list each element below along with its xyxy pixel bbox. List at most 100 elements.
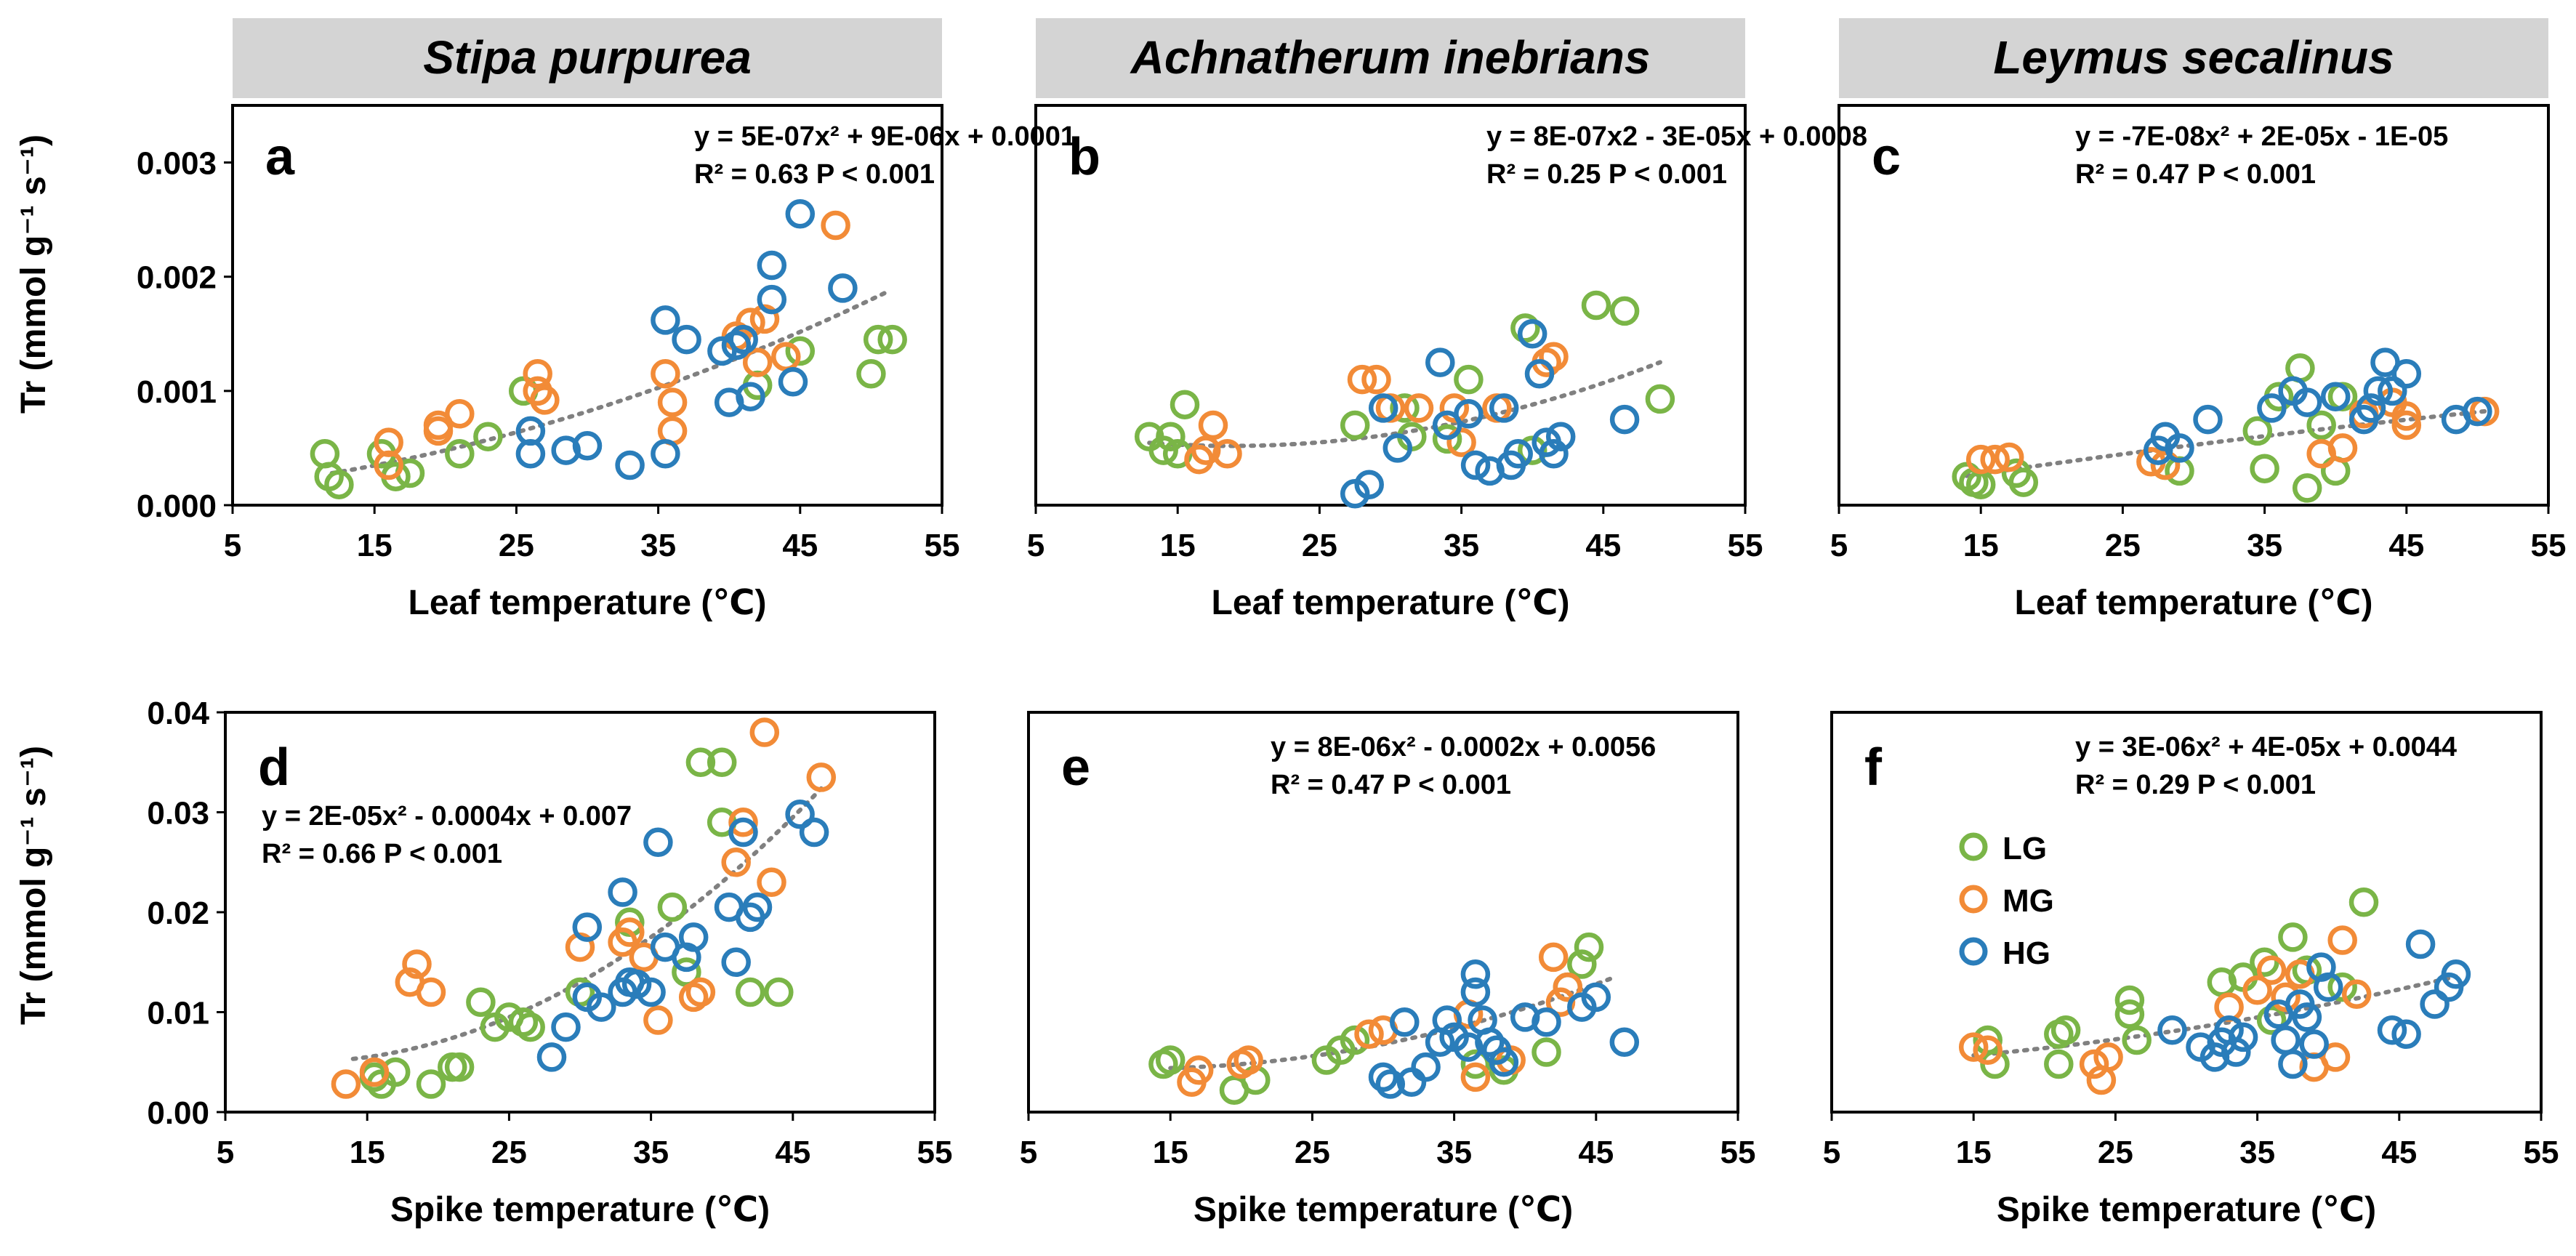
panel-e: 5 15 25 35 45 55 Spike temperature (℃) e y = 8E-… — [1020, 711, 1756, 1229]
data-point-mg — [1446, 427, 1476, 457]
regression-stats: R² = 0.47 P < 0.001 — [1271, 770, 1511, 800]
data-point-mg — [445, 399, 475, 429]
data-point-lg — [1581, 290, 1611, 321]
y-axis-title-top: Tr (mmol g⁻¹ s⁻¹) — [15, 134, 53, 414]
data-point-mg — [806, 762, 837, 792]
legend-item-mg: MG — [1959, 883, 2054, 919]
data-point-hg — [2441, 959, 2471, 989]
data-point-mg — [402, 949, 432, 979]
y-tick-label: 0.000 — [137, 488, 217, 524]
plot-frame — [1830, 711, 2543, 1114]
regression-equation: y = 8E-06x² - 0.0002x + 0.0056 — [1271, 732, 1656, 762]
data-point-lg — [707, 747, 737, 778]
data-point-mg — [1973, 1035, 2003, 1066]
x-tick-label: 55 — [2531, 528, 2567, 563]
data-point-lg — [1609, 296, 1640, 326]
data-point-lg — [2256, 1005, 2287, 1035]
data-point-hg — [643, 827, 673, 858]
x-tick-label: 45 — [782, 528, 818, 563]
trend-line — [329, 290, 887, 475]
data-point-hg — [2257, 393, 2287, 423]
legend-marker-mg — [1959, 885, 1988, 914]
data-point-lg — [1155, 1045, 1186, 1075]
data-point-hg — [2391, 1019, 2421, 1050]
data-point-hg — [2463, 396, 2492, 427]
x-tick-label: 55 — [925, 528, 960, 563]
data-point-mg — [1404, 393, 1434, 423]
x-tick-label: 5 — [1823, 1135, 1840, 1170]
data-point-hg — [678, 922, 709, 952]
data-point-mg — [2320, 1042, 2351, 1072]
x-tick-label: 55 — [917, 1135, 953, 1170]
x-tick-label: 35 — [2247, 528, 2282, 563]
x-tick-label: 25 — [491, 1135, 527, 1170]
plot-frame — [1838, 104, 2550, 507]
data-point-hg — [1454, 399, 1484, 429]
legend-label-lg: LG — [2003, 831, 2047, 866]
column-header-bg — [233, 18, 942, 98]
x-tick-label: 25 — [2098, 1135, 2133, 1170]
data-point-lg — [2348, 887, 2379, 917]
data-point-hg — [757, 284, 787, 315]
data-point-lg — [2122, 1025, 2152, 1055]
data-point-lg — [1645, 384, 1675, 414]
x-tick-label: 15 — [1153, 1135, 1188, 1170]
regression-equation: y = 5E-07x² + 9E-06x + 0.0001 — [694, 121, 1076, 152]
regression-stats: R² = 0.66 P < 0.001 — [262, 839, 502, 869]
data-point-hg — [1545, 422, 1576, 451]
data-point-hg — [1539, 439, 1569, 469]
data-point-hg — [1460, 450, 1491, 480]
data-point-mg — [1553, 972, 1583, 1002]
data-point-hg — [1432, 1005, 1462, 1035]
data-point-hg — [1609, 404, 1640, 435]
data-point-lg — [445, 439, 475, 469]
data-point-hg — [615, 450, 645, 480]
data-point-hg — [785, 800, 815, 829]
data-point-hg — [2221, 1037, 2251, 1067]
data-point-lg — [685, 747, 716, 778]
data-point-hg — [515, 439, 546, 469]
data-point-hg — [736, 382, 765, 411]
data-point-hg — [1368, 393, 1398, 423]
data-point-mg — [1538, 942, 1569, 973]
data-point-hg — [1489, 1047, 1519, 1077]
data-point-hg — [828, 273, 858, 303]
data-point-lg — [1980, 1049, 2010, 1079]
plot-frame — [231, 104, 943, 507]
data-point-hg — [1581, 982, 1611, 1013]
data-point-hg — [608, 877, 637, 907]
panel-f: 5 15 25 35 45 55 Spike temperature (℃) f y = 3E-… — [1823, 711, 2559, 1229]
x-tick-label: 5 — [1830, 528, 1848, 563]
data-point-hg — [2378, 376, 2407, 406]
data-point-mg — [331, 1069, 361, 1099]
data-point-lg — [1567, 949, 1597, 979]
data-point-mg — [359, 1057, 390, 1087]
data-point-mg — [2256, 955, 2287, 986]
x-tick-label: 35 — [2239, 1135, 2275, 1170]
data-point-mg — [1198, 410, 1228, 440]
plot-frame — [1034, 104, 1747, 507]
data-point-lg — [1454, 364, 1484, 395]
data-point-hg — [572, 912, 603, 942]
data-point-hg — [2405, 929, 2436, 959]
x-tick-label: 55 — [1720, 1135, 1756, 1170]
data-point-hg — [2228, 1022, 2258, 1052]
data-point-lg — [2278, 922, 2308, 952]
data-point-hg — [536, 1042, 567, 1072]
data-point-hg — [2356, 393, 2386, 423]
plot-frame — [1027, 711, 1739, 1114]
x-tick-label: 55 — [1728, 528, 1763, 563]
data-point-mg — [1183, 1055, 1214, 1085]
data-point-hg — [587, 992, 616, 1022]
data-point-lg — [657, 892, 688, 922]
x-tick-label: 45 — [1585, 528, 1621, 563]
data-point-hg — [1609, 1027, 1640, 1058]
data-point-mg — [757, 867, 786, 898]
data-point-hg — [2157, 1015, 2187, 1045]
regression-equation: y = -7E-08x² + 2E-05x - 1E-05 — [2075, 121, 2448, 152]
data-point-hg — [1460, 977, 1491, 1007]
data-point-mg — [1958, 1032, 1989, 1062]
data-point-hg — [2292, 1002, 2322, 1032]
data-point-hg — [2271, 1025, 2301, 1055]
